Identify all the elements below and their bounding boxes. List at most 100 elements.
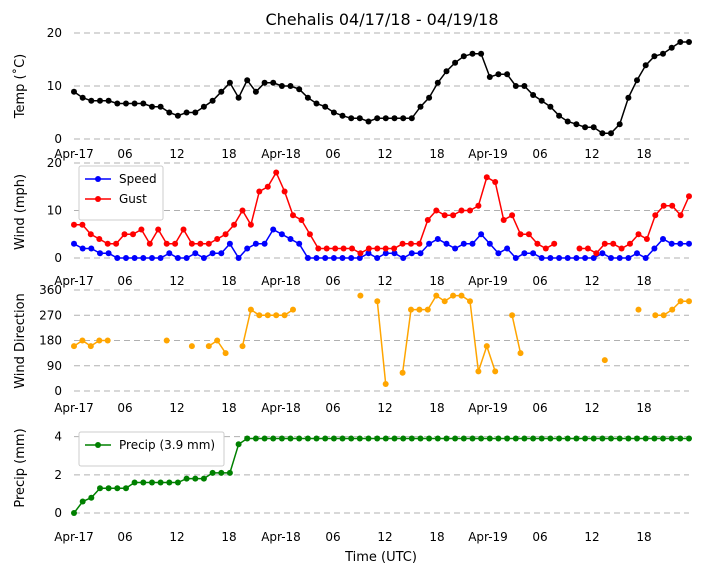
data-point xyxy=(399,240,406,247)
data-point xyxy=(434,236,441,242)
x-tick-label: 18 xyxy=(636,530,651,544)
data-point xyxy=(599,130,606,137)
data-point xyxy=(547,255,554,261)
data-point xyxy=(660,50,666,57)
data-point xyxy=(635,306,642,313)
data-point xyxy=(105,485,112,492)
data-point xyxy=(222,350,229,357)
x-tick-label: 18 xyxy=(429,401,444,415)
data-point xyxy=(584,245,591,252)
x-tick-label: 18 xyxy=(429,147,444,161)
data-point xyxy=(504,245,511,252)
data-point xyxy=(677,240,684,247)
data-point xyxy=(264,183,271,190)
data-point xyxy=(521,250,528,257)
data-point xyxy=(278,231,285,238)
data-point xyxy=(222,231,229,238)
data-point xyxy=(593,250,600,257)
data-point xyxy=(226,469,233,476)
x-tick-label: 12 xyxy=(169,530,184,544)
data-point xyxy=(424,217,431,223)
x-tick-label: 12 xyxy=(377,401,392,415)
data-point xyxy=(634,435,640,442)
data-point xyxy=(322,435,329,442)
series-data xyxy=(71,39,692,137)
data-point xyxy=(192,109,199,116)
data-point xyxy=(660,236,666,242)
data-point xyxy=(256,188,263,195)
data-point xyxy=(525,231,532,238)
data-point xyxy=(391,435,398,442)
data-point xyxy=(281,188,288,195)
legend-marker xyxy=(95,176,101,182)
data-point xyxy=(239,207,246,214)
data-point xyxy=(97,485,103,492)
x-tick-label: 06 xyxy=(325,401,340,415)
data-point xyxy=(564,255,571,261)
data-point xyxy=(433,207,440,214)
data-point xyxy=(443,435,450,442)
x-tick-label: Apr-17 xyxy=(54,147,94,161)
data-point xyxy=(273,312,280,319)
data-point xyxy=(123,255,129,261)
y-tick-label: 0 xyxy=(54,384,62,398)
data-point xyxy=(417,103,424,110)
series-precip-3-9-mm xyxy=(71,435,692,516)
data-point xyxy=(281,312,288,319)
data-point xyxy=(323,245,330,252)
data-point xyxy=(538,435,545,442)
data-point xyxy=(374,298,381,305)
data-point xyxy=(166,479,173,486)
data-point xyxy=(235,441,242,448)
data-point xyxy=(391,245,398,252)
data-point xyxy=(140,255,147,261)
data-point xyxy=(140,479,147,486)
data-point xyxy=(357,250,364,257)
data-point xyxy=(460,240,467,247)
data-point xyxy=(686,39,692,45)
y-tick-label: 10 xyxy=(47,79,62,93)
x-tick-label: Apr-19 xyxy=(468,530,508,544)
data-point xyxy=(504,435,511,442)
data-point xyxy=(452,245,459,252)
data-point xyxy=(114,485,121,492)
data-point xyxy=(616,435,623,442)
x-tick-label: 06 xyxy=(532,147,547,161)
data-point xyxy=(590,435,597,442)
x-tick-label: 06 xyxy=(117,530,132,544)
data-point xyxy=(576,245,583,252)
data-point xyxy=(534,240,541,247)
panel-0: 0 10 20 Temp (˚C) Apr-17 06 12 18 Apr-18 06 12 18 Ap… xyxy=(12,26,692,161)
data-point xyxy=(174,479,181,486)
data-point xyxy=(441,212,448,219)
x-tick-label: 12 xyxy=(584,147,599,161)
data-point xyxy=(121,231,128,238)
data-point xyxy=(205,240,212,247)
data-point xyxy=(382,381,389,387)
data-point xyxy=(104,240,111,247)
data-point xyxy=(616,255,623,261)
data-point xyxy=(79,94,86,101)
data-point xyxy=(97,97,103,104)
panel-3: 0 2 4 Precip (mm) Apr-17 06 12 18 Apr-18 06 12 18 Ap… xyxy=(13,428,692,544)
data-point xyxy=(322,103,329,110)
x-tick-label: Apr-19 xyxy=(468,274,508,288)
x-tick-label: 12 xyxy=(169,147,184,161)
data-point xyxy=(669,306,676,313)
data-point xyxy=(183,255,190,261)
data-point xyxy=(483,343,490,350)
legend-entry: Gust xyxy=(119,192,147,206)
data-point xyxy=(651,245,658,252)
data-point xyxy=(218,250,225,257)
data-point xyxy=(273,169,280,176)
data-point xyxy=(296,435,303,442)
data-point xyxy=(180,226,187,233)
x-tick-label: Apr-18 xyxy=(261,147,301,161)
data-point xyxy=(270,226,277,233)
data-point xyxy=(478,231,485,238)
data-point xyxy=(460,435,467,442)
data-point xyxy=(486,435,493,442)
data-point xyxy=(530,435,537,442)
data-point xyxy=(131,479,138,486)
y-tick-label: 0 xyxy=(54,251,62,265)
